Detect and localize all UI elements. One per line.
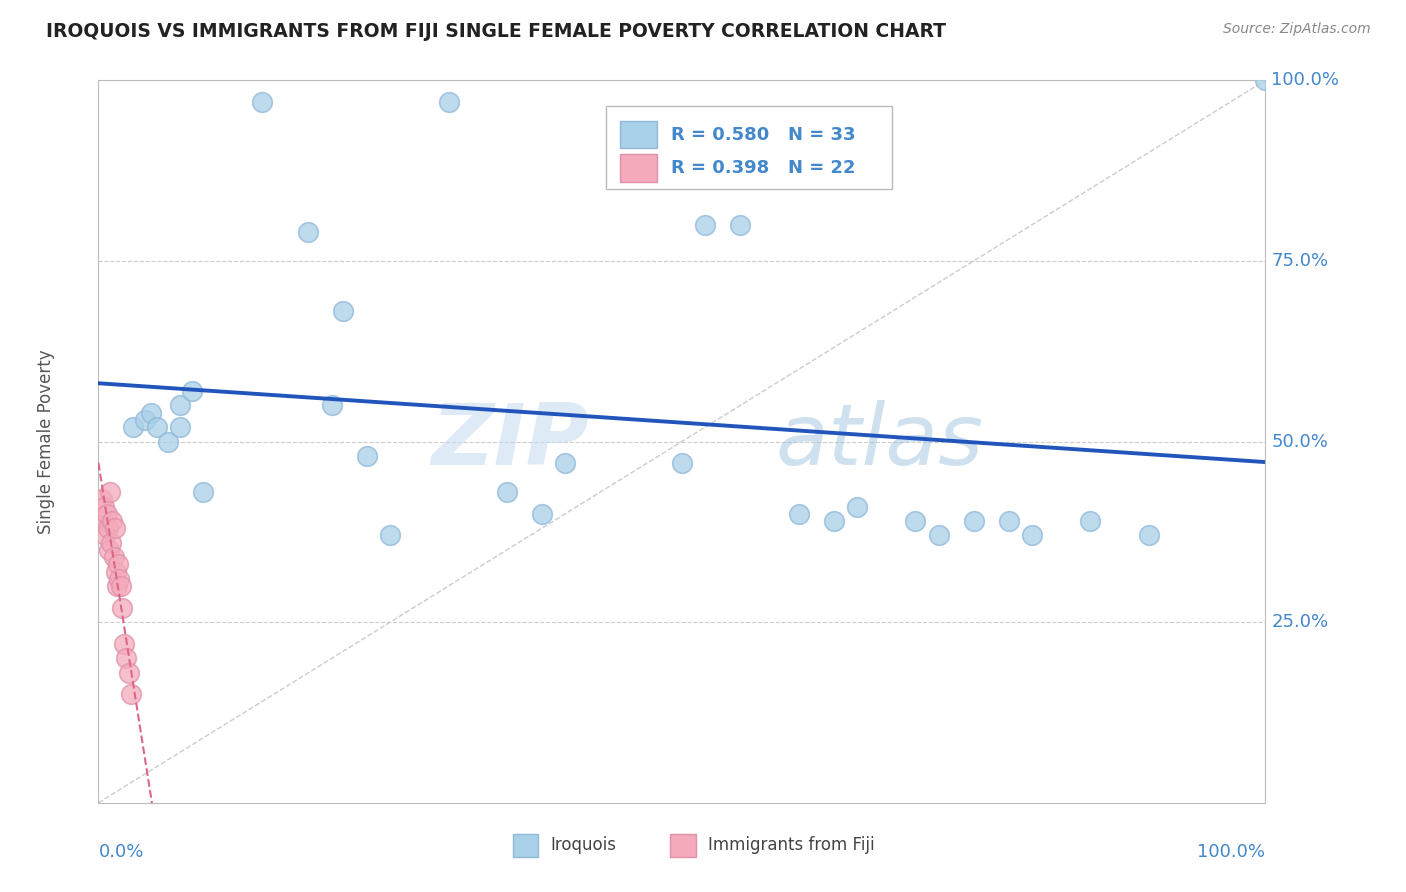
Point [104,565,127,579]
Point [97,542,120,557]
Point [928,528,950,542]
Point [104,521,127,535]
Point [107,558,129,572]
Point [1254,73,1277,87]
Text: 0.0%: 0.0% [98,843,143,861]
Point [554,456,576,470]
Point [96,507,118,521]
Point [787,507,810,521]
Point [180,384,202,398]
Point [112,637,135,651]
Point [110,579,132,593]
Point [118,665,141,680]
Point [321,398,343,412]
Point [111,600,134,615]
Point [695,218,717,232]
Text: 75.0%: 75.0% [1271,252,1329,270]
Point [122,420,145,434]
Text: IROQUOIS VS IMMIGRANTS FROM FIJI SINGLE FEMALE POVERTY CORRELATION CHART: IROQUOIS VS IMMIGRANTS FROM FIJI SINGLE … [46,22,946,41]
Point [97,521,120,535]
Point [105,579,128,593]
Point [134,413,156,427]
Point [297,225,319,239]
Point [98,485,121,500]
Point [437,95,460,109]
Point [496,485,519,500]
Text: 100.0%: 100.0% [1198,843,1265,861]
Point [100,535,122,549]
Text: 25.0%: 25.0% [1271,613,1329,632]
Point [157,434,180,449]
Point [380,528,402,542]
Point [530,507,553,521]
Point [120,687,142,701]
Bar [620,154,658,182]
Point [332,304,354,318]
Point [1080,514,1102,528]
Point [139,406,162,420]
Text: Source: ZipAtlas.com: Source: ZipAtlas.com [1223,22,1371,37]
Point [671,456,693,470]
Text: ZIP: ZIP [430,400,589,483]
Point [101,514,124,528]
Point [846,500,869,514]
Point [115,651,138,665]
Point [997,514,1019,528]
Text: R = 0.580   N = 33: R = 0.580 N = 33 [672,126,856,144]
Point [169,398,191,412]
Point [146,420,169,434]
Point [962,514,984,528]
Bar [671,834,696,857]
Text: Iroquois: Iroquois [550,837,616,855]
Text: 100.0%: 100.0% [1271,71,1340,89]
Bar [606,105,891,189]
Point [93,500,115,514]
Text: Single Female Poverty: Single Female Poverty [37,350,55,533]
Bar [620,121,658,148]
Point [193,485,215,500]
Point [250,95,273,109]
Point [904,514,927,528]
Point [103,550,125,565]
Point [108,572,131,586]
Point [730,218,752,232]
Point [1137,528,1160,542]
Text: R = 0.398   N = 22: R = 0.398 N = 22 [672,159,856,177]
Point [356,449,378,463]
Text: Immigrants from Fiji: Immigrants from Fiji [707,837,875,855]
Text: atlas: atlas [775,400,983,483]
Point [823,514,845,528]
Point [1021,528,1043,542]
Point [91,514,114,528]
Bar [513,834,538,857]
Point [169,420,191,434]
Point [90,492,112,507]
Text: 50.0%: 50.0% [1271,433,1329,450]
Point [94,528,117,542]
